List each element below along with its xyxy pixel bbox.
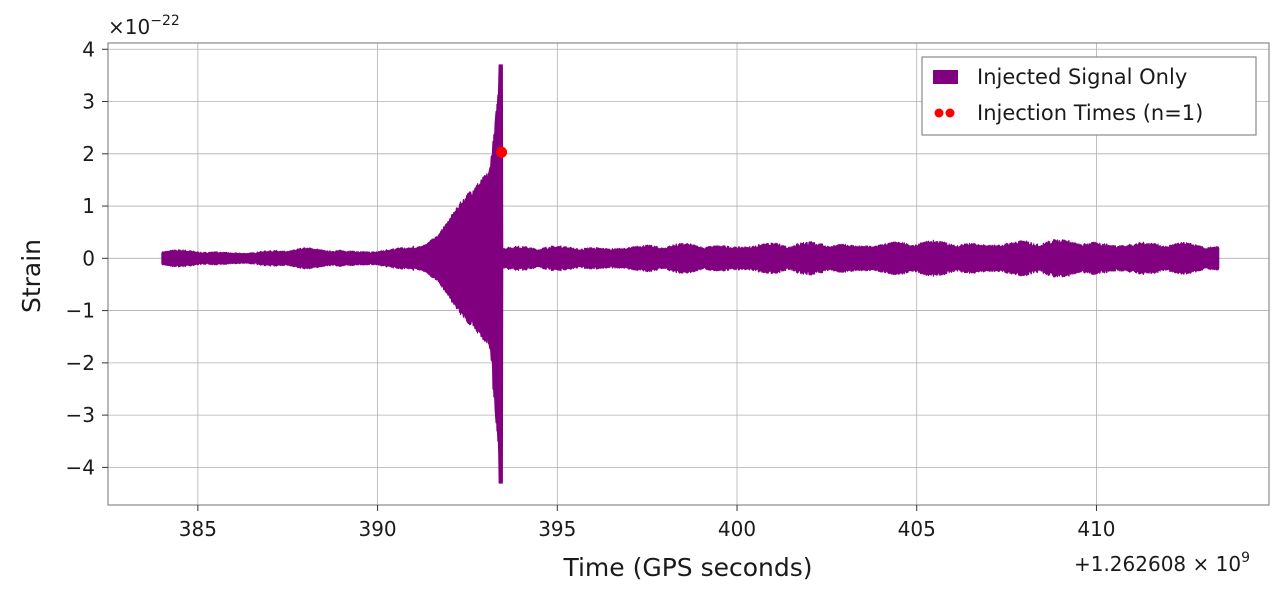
- x-tick-label: 385: [179, 517, 217, 541]
- legend-swatch-signal: [933, 70, 958, 84]
- y-tick-label: −1: [66, 299, 95, 323]
- y-scale-label: ×10−22: [108, 13, 180, 39]
- y-axis-label: Strain: [17, 239, 46, 313]
- y-tick-label: 2: [82, 142, 95, 166]
- y-tick-label: 4: [82, 37, 95, 61]
- y-tick-label: 1: [82, 194, 95, 218]
- legend-box: [921, 56, 1257, 136]
- x-tick-label: 405: [898, 517, 936, 541]
- marker-layer: [496, 146, 508, 158]
- x-offset-label: +1.262608 × 109: [1074, 550, 1250, 576]
- x-tick-label: 395: [538, 517, 576, 541]
- x-offset-base: +1.262608 × 10: [1074, 552, 1241, 576]
- legend: Injected Signal Only Injection Times (n=…: [921, 56, 1257, 136]
- x-axis-label: Time (GPS seconds): [562, 553, 812, 582]
- y-axis-ticks: −4 −3 −2 −1 0 1 2 3 4: [66, 37, 108, 479]
- y-tick-label: −3: [66, 403, 95, 427]
- x-axis-ticks: 385 390 395 400 405 410: [179, 505, 1116, 541]
- y-tick-label: −4: [66, 455, 95, 479]
- y-tick-label: 0: [82, 246, 95, 270]
- legend-label-signal: Injected Signal Only: [977, 65, 1187, 89]
- x-tick-label: 390: [358, 517, 396, 541]
- waveform-layer: [161, 64, 1220, 484]
- plot-frame: [107, 42, 1270, 506]
- y-tick-label: −2: [66, 351, 95, 375]
- y-tick-label: 3: [82, 90, 95, 114]
- y-scale-exponent: −22: [150, 13, 180, 29]
- legend-label-injection: Injection Times (n=1): [977, 101, 1203, 125]
- injection-time-marker: [496, 146, 508, 158]
- injected-signal-waveform: [161, 64, 1220, 484]
- y-scale-base: ×10: [108, 15, 150, 39]
- legend-marker-injection-1: [934, 108, 944, 118]
- legend-marker-injection-2: [945, 108, 955, 118]
- x-tick-label: 410: [1077, 517, 1115, 541]
- x-tick-label: 400: [718, 517, 756, 541]
- x-offset-exponent: 9: [1241, 550, 1250, 566]
